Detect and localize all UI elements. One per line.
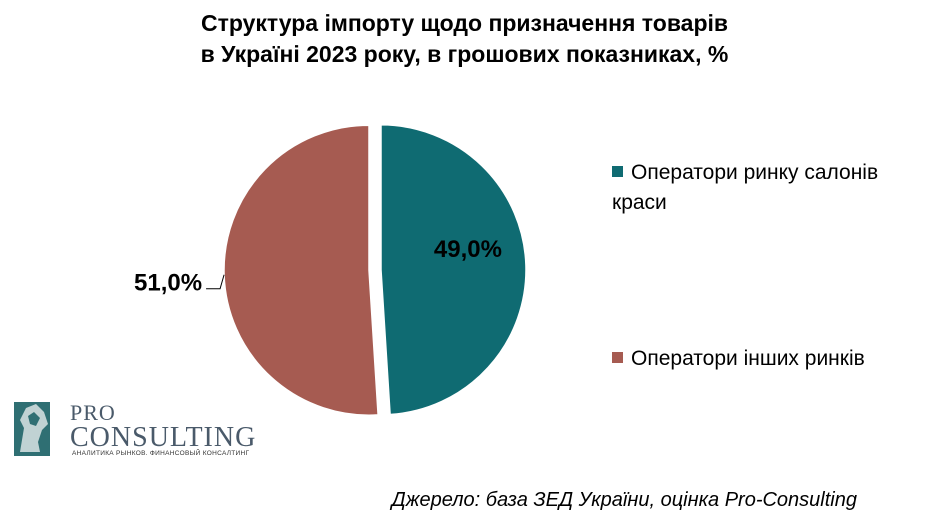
data-label-beauty-salons: 49,0% bbox=[434, 236, 502, 263]
chart-title-line-2: в Україні 2023 року, в грошових показник… bbox=[200, 41, 729, 67]
logo-pro-text: PRO bbox=[70, 400, 116, 425]
legend-swatch-other-markets bbox=[612, 352, 623, 363]
legend-label-beauty-salons-line1: Оператори ринку салонів bbox=[631, 161, 879, 184]
pie-slice-1 bbox=[380, 124, 527, 416]
chart-title-line-1: Структура імпорту щодо призначення товар… bbox=[200, 10, 729, 36]
pro-consulting-logo: PRO CONSULTING АНАЛИТИКА РЫНКОВ. ФИНАНСО… bbox=[14, 398, 257, 462]
legend-swatch-beauty-salons bbox=[612, 166, 623, 177]
chart-title: Структура імпорту щодо призначення товар… bbox=[0, 8, 929, 70]
horse-head-icon bbox=[14, 402, 50, 456]
logo-tagline: АНАЛИТИКА РЫНКОВ. ФИНАНСОВЫЙ КОНСАЛТИНГ bbox=[72, 450, 250, 457]
logo-consulting-text: CONSULTING bbox=[70, 422, 257, 453]
legend-item-beauty-salons: Оператори ринку салонів краси bbox=[612, 158, 912, 218]
pie-slice-2 bbox=[223, 124, 379, 416]
leader-line-other-markets bbox=[206, 274, 225, 290]
legend-label-beauty-salons-line2: краси bbox=[612, 191, 667, 214]
data-label-other-markets: 51,0% bbox=[134, 270, 202, 297]
legend-item-other-markets: Оператори інших ринків bbox=[612, 344, 912, 374]
source-note: Джерело: база ЗЕД України, оцінка Pro-Co… bbox=[391, 489, 857, 511]
legend-label-other-markets: Оператори інших ринків bbox=[631, 347, 865, 370]
